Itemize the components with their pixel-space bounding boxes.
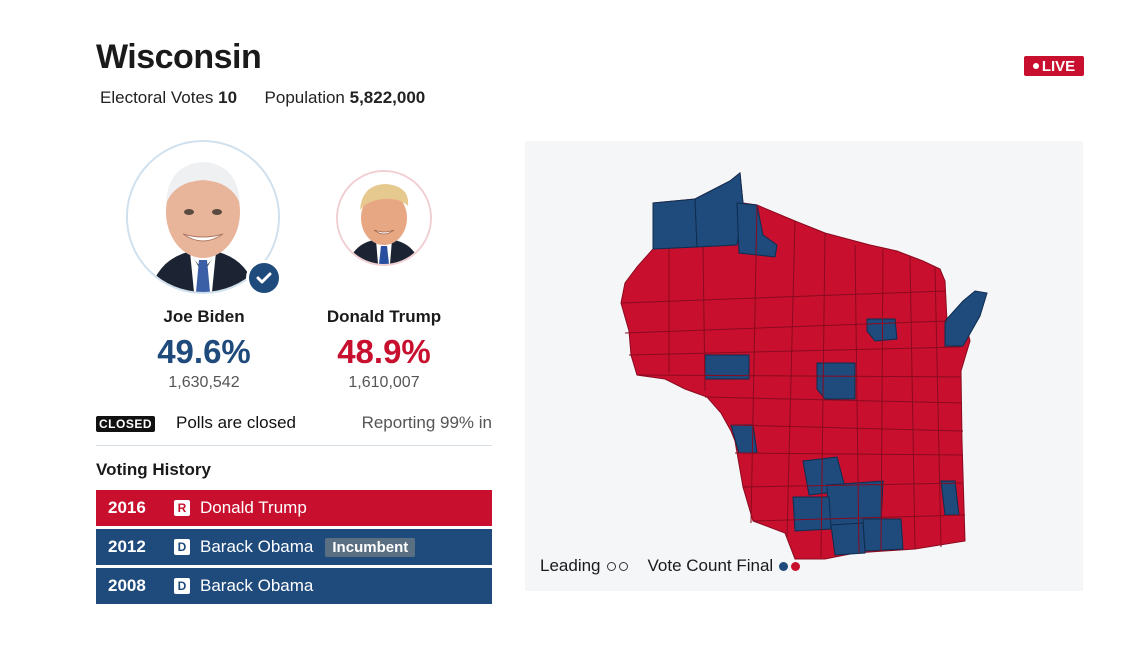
trump-portrait — [338, 172, 430, 264]
leading-dem-ring-icon — [606, 561, 616, 571]
trump-avatar[interactable] — [336, 170, 432, 266]
history-winner: Barack Obama — [200, 576, 314, 595]
history-year: 2016 — [108, 498, 146, 517]
final-rep-dot-icon — [791, 561, 801, 571]
checkmark-icon — [246, 260, 282, 296]
state-title: Wisconsin — [96, 38, 262, 76]
party-d-icon: D — [174, 578, 190, 594]
live-badge: LIVE — [1024, 56, 1084, 76]
final-dem-dot-icon — [779, 561, 789, 571]
history-year: 2012 — [108, 537, 146, 556]
legend-leading-label: Leading — [540, 556, 601, 575]
candidate-votes-biden: 1,630,542 — [168, 374, 240, 391]
section-divider — [96, 445, 492, 446]
polls-status-text: Polls are closed — [176, 413, 297, 432]
state-stats: Electoral Votes 10 Population 5,822,000 — [100, 88, 425, 108]
biden-avatar[interactable] — [126, 140, 280, 294]
live-dot-icon — [1032, 63, 1039, 69]
candidate-votes-trump: 1,610,007 — [348, 374, 420, 391]
candidate-pct-biden: 49.6% — [157, 333, 251, 370]
history-winner: Barack Obama — [200, 537, 314, 556]
voting-history-row-2008[interactable]: 2008 D Barack Obama — [96, 568, 492, 604]
population-label: Population — [264, 88, 345, 107]
legend-final-label: Vote Count Final — [647, 556, 774, 575]
map-legend: Leading Vote Count Final — [540, 556, 801, 576]
electoral-votes-label: Electoral Votes — [100, 88, 214, 107]
candidate-name-biden: Joe Biden — [163, 307, 245, 326]
history-winner: Donald Trump — [200, 498, 307, 517]
incumbent-badge: Incumbent — [325, 537, 416, 557]
wisconsin-county-map[interactable] — [525, 141, 1083, 591]
county-borders — [620, 204, 966, 558]
county-map-panel — [525, 141, 1083, 591]
leading-rep-ring-icon — [618, 561, 628, 571]
reporting-status: Reporting 99% in — [361, 413, 492, 432]
candidate-name-trump: Donald Trump — [326, 307, 442, 326]
population-value: 5,822,000 — [349, 88, 426, 107]
candidate-pct-trump: 48.9% — [337, 333, 431, 370]
party-d-icon: D — [174, 539, 190, 555]
live-label: LIVE — [1041, 57, 1076, 75]
voting-history-title: Voting History — [96, 460, 211, 479]
voting-history-row-2016[interactable]: 2016 R Donald Trump — [96, 490, 492, 526]
history-year: 2008 — [108, 576, 146, 595]
party-r-icon: R — [174, 500, 190, 516]
electoral-votes-value: 10 — [218, 88, 238, 107]
polls-closed-badge: CLOSED — [96, 416, 156, 432]
biden-portrait — [128, 142, 278, 292]
voting-history-row-2012[interactable]: 2012 D Barack Obama Incumbent — [96, 529, 492, 565]
